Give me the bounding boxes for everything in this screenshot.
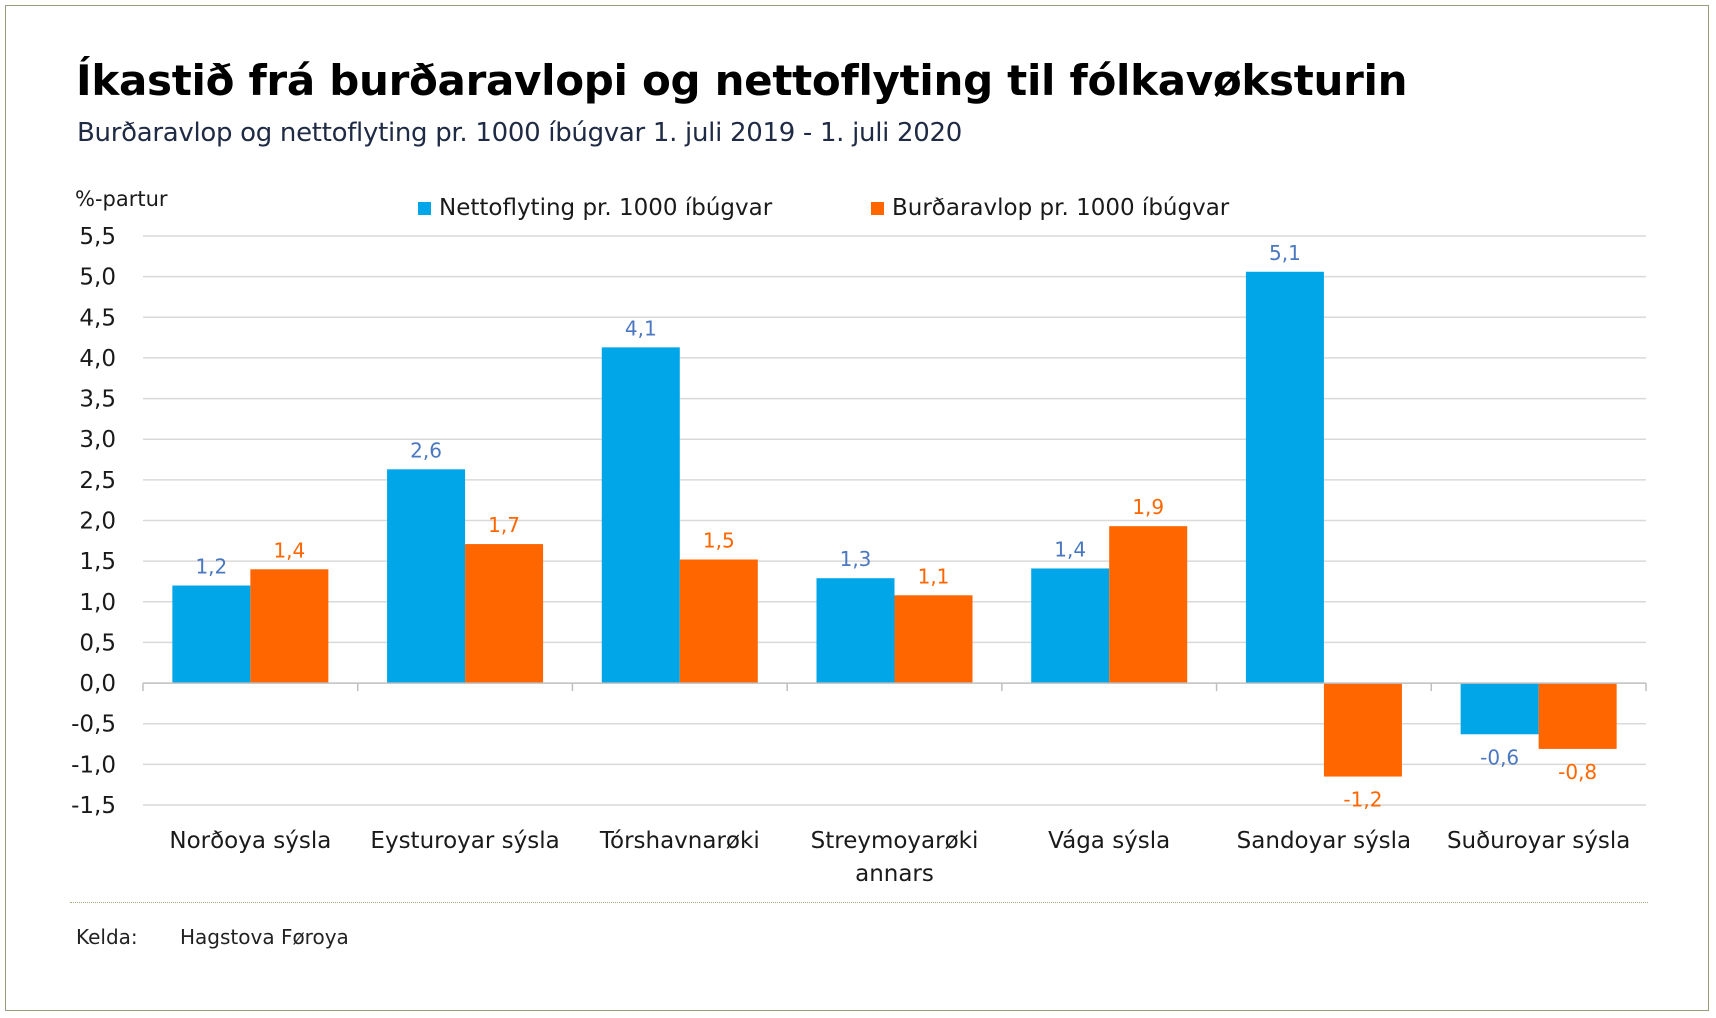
legend-item-burdaravlop: Burðaravlop pr. 1000 íbúgvar <box>871 195 1229 221</box>
x-category-label: Eysturoyar sýsla <box>370 828 559 854</box>
x-category-label: annars <box>855 861 934 887</box>
y-tick-label: 5,5 <box>79 224 116 250</box>
bar-nettoflyting <box>1031 568 1110 684</box>
y-tick-label: 0,0 <box>79 671 116 697</box>
data-label-burdaravlop: 1,7 <box>488 513 520 537</box>
bar-nettoflyting <box>601 347 680 684</box>
x-category-label: Suðuroyar sýsla <box>1447 828 1630 854</box>
data-label-nettoflyting: 5,1 <box>1269 241 1301 265</box>
x-category-label: Vága sýsla <box>1048 828 1170 854</box>
x-category-label: Tórshavnarøki <box>599 828 760 854</box>
x-category-label: Streymoyarøki <box>811 828 979 854</box>
bar-burdaravlop <box>465 544 544 684</box>
data-label-burdaravlop: -1,2 <box>1343 788 1382 812</box>
data-label-nettoflyting: 4,1 <box>625 316 657 340</box>
y-tick-label: 3,0 <box>79 427 116 453</box>
legend-label-nettoflyting: Nettoflyting pr. 1000 íbúgvar <box>439 195 773 221</box>
bar-nettoflyting <box>1460 683 1539 735</box>
y-tick-label: -1,5 <box>71 793 116 819</box>
y-tick-label: -0,5 <box>71 712 116 738</box>
data-label-nettoflyting: 2,6 <box>410 438 442 462</box>
data-label-burdaravlop: -0,8 <box>1558 760 1597 784</box>
bar-burdaravlop <box>250 569 329 684</box>
chart-subtitle: Burðaravlop og nettoflyting pr. 1000 íbú… <box>77 118 962 148</box>
bar-burdaravlop <box>894 595 973 684</box>
footer-divider <box>70 902 1648 903</box>
data-label-burdaravlop: 1,4 <box>273 538 305 562</box>
chart-title: Íkastið frá burðaravlopi og nettoflyting… <box>76 56 1408 105</box>
bar-burdaravlop <box>1109 526 1188 684</box>
bar-burdaravlop <box>1323 683 1402 777</box>
data-label-burdaravlop: 1,1 <box>918 564 950 588</box>
y-tick-label: 4,0 <box>79 346 116 372</box>
bar-burdaravlop <box>1538 683 1617 749</box>
legend-swatch-nettoflyting <box>418 201 431 215</box>
y-tick-label: 1,5 <box>79 549 116 575</box>
data-label-nettoflyting: -0,6 <box>1480 745 1519 769</box>
bar-burdaravlop <box>679 559 758 684</box>
y-tick-label: 0,5 <box>79 630 116 656</box>
bar-nettoflyting <box>387 469 466 684</box>
data-label-nettoflyting: 1,2 <box>195 555 227 579</box>
data-label-nettoflyting: 1,4 <box>1054 537 1086 561</box>
x-category-label: Sandoyar sýsla <box>1237 828 1411 854</box>
bar-nettoflyting <box>172 585 251 684</box>
data-label-burdaravlop: 1,9 <box>1132 495 1164 519</box>
y-tick-label: 3,5 <box>79 387 116 413</box>
legend-swatch-burdaravlop <box>871 201 884 215</box>
legend-item-nettoflyting: Nettoflyting pr. 1000 íbúgvar <box>418 195 772 221</box>
y-tick-label: 4,5 <box>79 305 116 331</box>
y-tick-label: -1,0 <box>71 752 116 778</box>
bar-nettoflyting <box>816 578 895 684</box>
data-label-nettoflyting: 1,3 <box>840 547 872 571</box>
y-tick-label: 5,0 <box>79 265 116 291</box>
x-category-label: Norðoya sýsla <box>169 828 331 854</box>
chart-frame <box>5 5 1709 1011</box>
bar-nettoflyting <box>1245 271 1324 684</box>
legend-label-burdaravlop: Burðaravlop pr. 1000 íbúgvar <box>892 195 1230 221</box>
data-label-burdaravlop: 1,5 <box>703 529 735 553</box>
source-value: Hagstova Føroya <box>180 925 349 949</box>
y-tick-label: 2,0 <box>79 509 116 535</box>
y-axis-label: %-partur <box>75 187 168 211</box>
source-label: Kelda: <box>76 925 138 949</box>
y-tick-label: 1,0 <box>79 590 116 616</box>
y-tick-label: 2,5 <box>79 468 116 494</box>
